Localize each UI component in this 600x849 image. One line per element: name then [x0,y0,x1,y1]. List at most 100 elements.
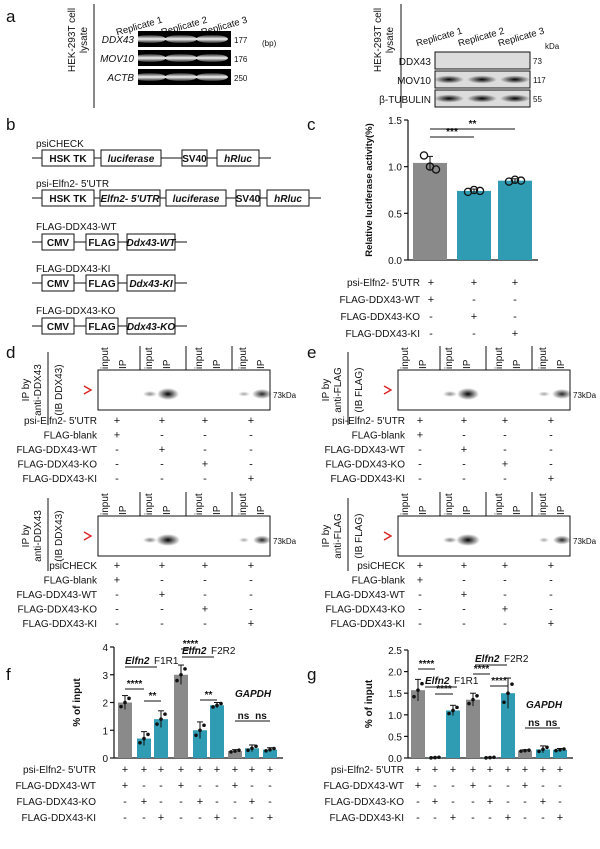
panel-e-bottom-row-label: FLAG-DDX43-WT [324,590,405,601]
blot-d-top: input IP input IP input IP input IP 73kDa IP by an… [21,346,297,425]
data-point [215,703,219,708]
construct-element-box [41,274,75,292]
panel-d-bottom-row-label: FLAG-DDX43-KO [18,605,98,616]
panel-d-top-sign: + [202,415,208,427]
blot-band [157,388,179,400]
panel-f-sign: - [159,796,163,808]
bar [413,162,447,260]
panel-f-sign: - [142,812,146,824]
panel-f-row-label: psi-Elfn2- 5'UTR [23,765,96,776]
lane-label: input [538,347,549,369]
ip-label: IP by [321,379,332,402]
lane-label: input [538,493,549,515]
panel-e-bottom-sign: - [462,618,466,630]
panel-e-bottom-sign: - [503,589,507,601]
chart-g: 0.00.51.01.52.02.5% of input************… [364,646,573,765]
panel-g-sign: - [471,796,475,808]
lane-label: input [400,347,411,369]
data-point [516,176,526,185]
panel-d-bottom-sign: - [249,589,253,601]
data-point [233,749,237,753]
panel-e-top-sign: + [502,459,508,471]
construct-element-box [181,149,208,167]
size-marker: 73kDa [573,391,597,400]
data-point [467,701,471,706]
panel-d-top-row-label: FLAG-DDX43-KI [23,474,97,485]
panel-e-bottom-sign: + [502,604,508,616]
band-size-label: 117 [533,76,546,85]
panel-f-sign: - [215,780,219,792]
panel-d-top-sign: - [249,444,253,456]
data-point [519,749,523,753]
panel-e-bottom-sign: - [549,604,553,616]
lane-label: input [400,493,411,515]
data-point [237,748,241,753]
panel-g-sign: - [506,796,510,808]
panel-d-bottom-sign: - [203,618,207,630]
panel-f-sign: - [123,796,127,808]
data-point [142,736,146,741]
significance-label: ns [546,718,558,729]
panel-e-top-sign: - [462,430,466,442]
panel-g-sign: - [416,796,420,808]
panel-f-sign: - [233,796,237,808]
construct-element-label: FLAG [88,279,115,290]
lane-label: IP [512,505,523,515]
panel-f-sign: + [267,764,273,776]
blot-band [239,537,249,543]
panel-f-sign: + [122,764,128,776]
panel-g-row-label: psi-Elfn2- 5'UTR [331,765,404,776]
panel-e-top-sign: - [503,473,507,485]
construct-element-box [235,189,261,207]
data-point [183,667,187,671]
gel-band [134,35,166,43]
panel-d-top-sign: + [159,444,165,456]
blot-band [467,94,497,103]
ip-label: IP by [321,525,332,548]
panel-e-top-row-label: FLAG-DDX43-WT [324,445,405,456]
panel-e-top-sign: - [503,444,507,456]
data-point [488,755,492,760]
panel-e-bottom-sign: + [417,560,423,572]
protein-label: β-TUBULIN [379,95,431,106]
blot-band [434,75,464,84]
data-point [138,740,142,745]
data-point [119,704,123,709]
construct-element-box [126,233,176,251]
panel-g-sign: - [488,780,492,792]
significance-label: ** [205,690,213,701]
panel-d-bottom-sign: - [249,604,253,616]
bar [536,749,550,758]
panel-f-sign: - [250,780,254,792]
significance-label: ns [528,718,540,729]
panel-e-top-row-label: psi-Elfn2- 5'UTR [332,416,405,427]
panel-g-row-label: FLAG-DDX43-WT [323,781,404,792]
panel-c-sign: - [429,311,433,323]
panel-f-sign: - [123,812,127,824]
data-point [545,745,549,750]
panel-c-sign: + [471,311,477,323]
blot-band [434,94,464,103]
bar [518,750,532,758]
data-point [471,697,475,702]
panel-f-sign: - [233,812,237,824]
construct-element-label: SV40 [182,154,207,165]
bar [446,710,460,758]
panel-e-bottom-row-label: FLAG-DDX43-KI [331,619,405,630]
lane-label: IP [556,505,567,515]
data-point [420,681,424,686]
y-tick-label: 4 [102,643,108,654]
panel-e-bottom-sign: - [503,575,507,587]
panel-e-bottom-sign: - [418,604,422,616]
panel-c-sign: + [512,277,518,289]
panel-d-bottom-row-label: psiCHECK [49,561,97,572]
group-title-suffix: F1R1 [154,656,179,667]
gene-label: MOV10 [100,54,134,65]
panel-g-sign: + [540,764,546,776]
data-point [268,747,272,752]
blot-e-bottom: input IP input IP input IP input IP 73kDa IP by an… [321,492,597,571]
panel-f-sign: + [141,764,147,776]
panel-e-top-sign: - [418,459,422,471]
lane-label: IP [556,359,567,369]
